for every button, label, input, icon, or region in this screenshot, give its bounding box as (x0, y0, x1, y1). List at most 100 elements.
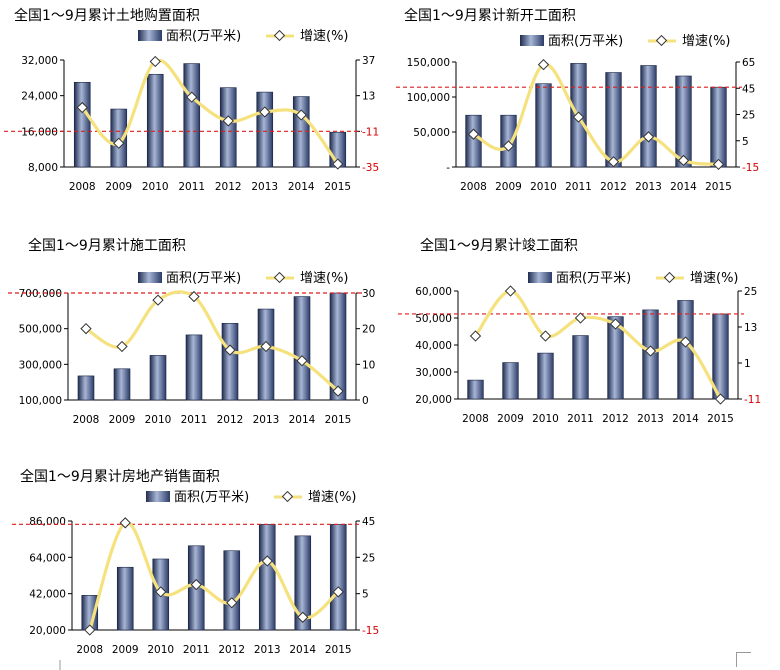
legend-label-growth: 增速(%) (690, 271, 739, 286)
x-tick-label: 2008 (69, 181, 96, 193)
growth-point (296, 355, 308, 367)
bar (640, 65, 657, 168)
growth-point (467, 128, 480, 140)
legend-swatch-area (138, 272, 162, 283)
legend-label-area: 面积(万平米) (174, 490, 249, 505)
left-tick-label: - (446, 162, 450, 174)
left-tick-label: 60,000 (415, 286, 452, 298)
x-tick-label: 2009 (109, 414, 136, 426)
right-tick-label: 1 (744, 358, 751, 370)
bar (219, 87, 237, 168)
x-tick-label: 2010 (142, 181, 169, 193)
left-tick-label: 50,000 (415, 313, 452, 325)
legend-swatch-area (528, 272, 552, 283)
left-tick-label: 500,000 (19, 324, 62, 336)
x-tick-label: 2015 (325, 414, 352, 426)
growth-line (85, 290, 340, 393)
x-tick-label: 2011 (178, 181, 205, 193)
growth-point (607, 156, 620, 168)
bar (113, 368, 131, 401)
x-tick-label: 2009 (497, 413, 524, 425)
growth-point (712, 158, 725, 171)
left-tick-label: 24,000 (21, 91, 58, 103)
right-tick-label: 5 (742, 136, 749, 148)
growth-point (332, 385, 344, 397)
x-tick-label: 2014 (288, 181, 315, 193)
bar (258, 524, 276, 631)
left-tick-label: 20,000 (415, 394, 452, 406)
growth-point (642, 131, 655, 143)
bar (223, 550, 241, 631)
bar (149, 355, 167, 401)
legend-swatch-area (138, 30, 162, 41)
growth-point (572, 111, 585, 123)
bar (535, 83, 552, 168)
legend-label-area: 面积(万平米) (548, 34, 623, 49)
x-tick-label: 2011 (183, 644, 210, 656)
left-tick-label: 86,000 (29, 516, 66, 528)
left-tick-label: 8,000 (28, 162, 58, 174)
x-tick-label: 2012 (218, 644, 245, 656)
growth-point (260, 340, 272, 353)
bar (465, 114, 482, 168)
x-tick-label: 2015 (705, 181, 732, 193)
left-tick-label: 40,000 (415, 340, 452, 352)
growth-point (332, 586, 344, 598)
right-tick-label: 30 (362, 288, 375, 300)
x-tick-label: 2014 (289, 414, 316, 426)
x-tick-label: 2010 (147, 644, 174, 656)
x-tick-label: 2008 (462, 413, 489, 425)
right-tick-label: 20 (362, 324, 375, 336)
x-tick-label: 2012 (602, 413, 629, 425)
legend-marker-growth (655, 34, 668, 47)
right-tick-label: -11 (362, 126, 379, 138)
left-tick-label: 300,000 (19, 359, 62, 371)
left-tick-label: 30,000 (415, 367, 452, 379)
legend-marker-growth (273, 271, 286, 284)
growth-point (119, 517, 131, 529)
growth-point (539, 330, 552, 342)
right-tick-label: 13 (744, 322, 757, 334)
chart-legend: 面积(万平米) 增速(%) (146, 490, 357, 505)
chart-title: 全国1～9月累计房地产销售面积 (20, 468, 220, 485)
x-tick-label: 2008 (460, 181, 487, 193)
bar (183, 63, 201, 168)
legend-swatch-area (146, 491, 170, 502)
growth-point (502, 140, 515, 152)
growth-point (677, 154, 690, 167)
right-tick-label: 65 (742, 57, 755, 69)
growth-point (116, 340, 128, 353)
bar (572, 335, 589, 400)
growth-point (113, 137, 125, 149)
x-tick-label: 2013 (254, 644, 281, 656)
right-tick-label: 45 (362, 516, 375, 528)
right-tick-label: 0 (362, 395, 369, 407)
growth-point (226, 597, 238, 609)
legend-label-growth: 增速(%) (682, 34, 731, 49)
bar (73, 81, 91, 168)
x-tick-label: 2013 (635, 181, 662, 193)
left-tick-label: 64,000 (29, 552, 66, 564)
bar (116, 566, 134, 631)
legend-label-area: 面积(万平米) (166, 271, 241, 286)
bar (710, 86, 727, 168)
x-tick-label: 2015 (707, 413, 734, 425)
x-tick-label: 2012 (215, 181, 242, 193)
x-tick-label: 2014 (670, 181, 697, 193)
right-tick-label: -35 (362, 162, 379, 174)
x-tick-label: 2010 (145, 414, 172, 426)
right-tick-label: 25 (744, 286, 757, 298)
x-tick-label: 2009 (495, 181, 522, 193)
chart-legend: 面积(万平米) 增速(%) (138, 271, 349, 286)
x-tick-label: 2010 (530, 181, 557, 193)
x-tick-label: 2013 (253, 414, 280, 426)
legend-label-area: 面积(万平米) (556, 271, 631, 286)
x-tick-label: 2015 (325, 644, 352, 656)
growth-point (152, 294, 164, 306)
bar (146, 73, 164, 168)
